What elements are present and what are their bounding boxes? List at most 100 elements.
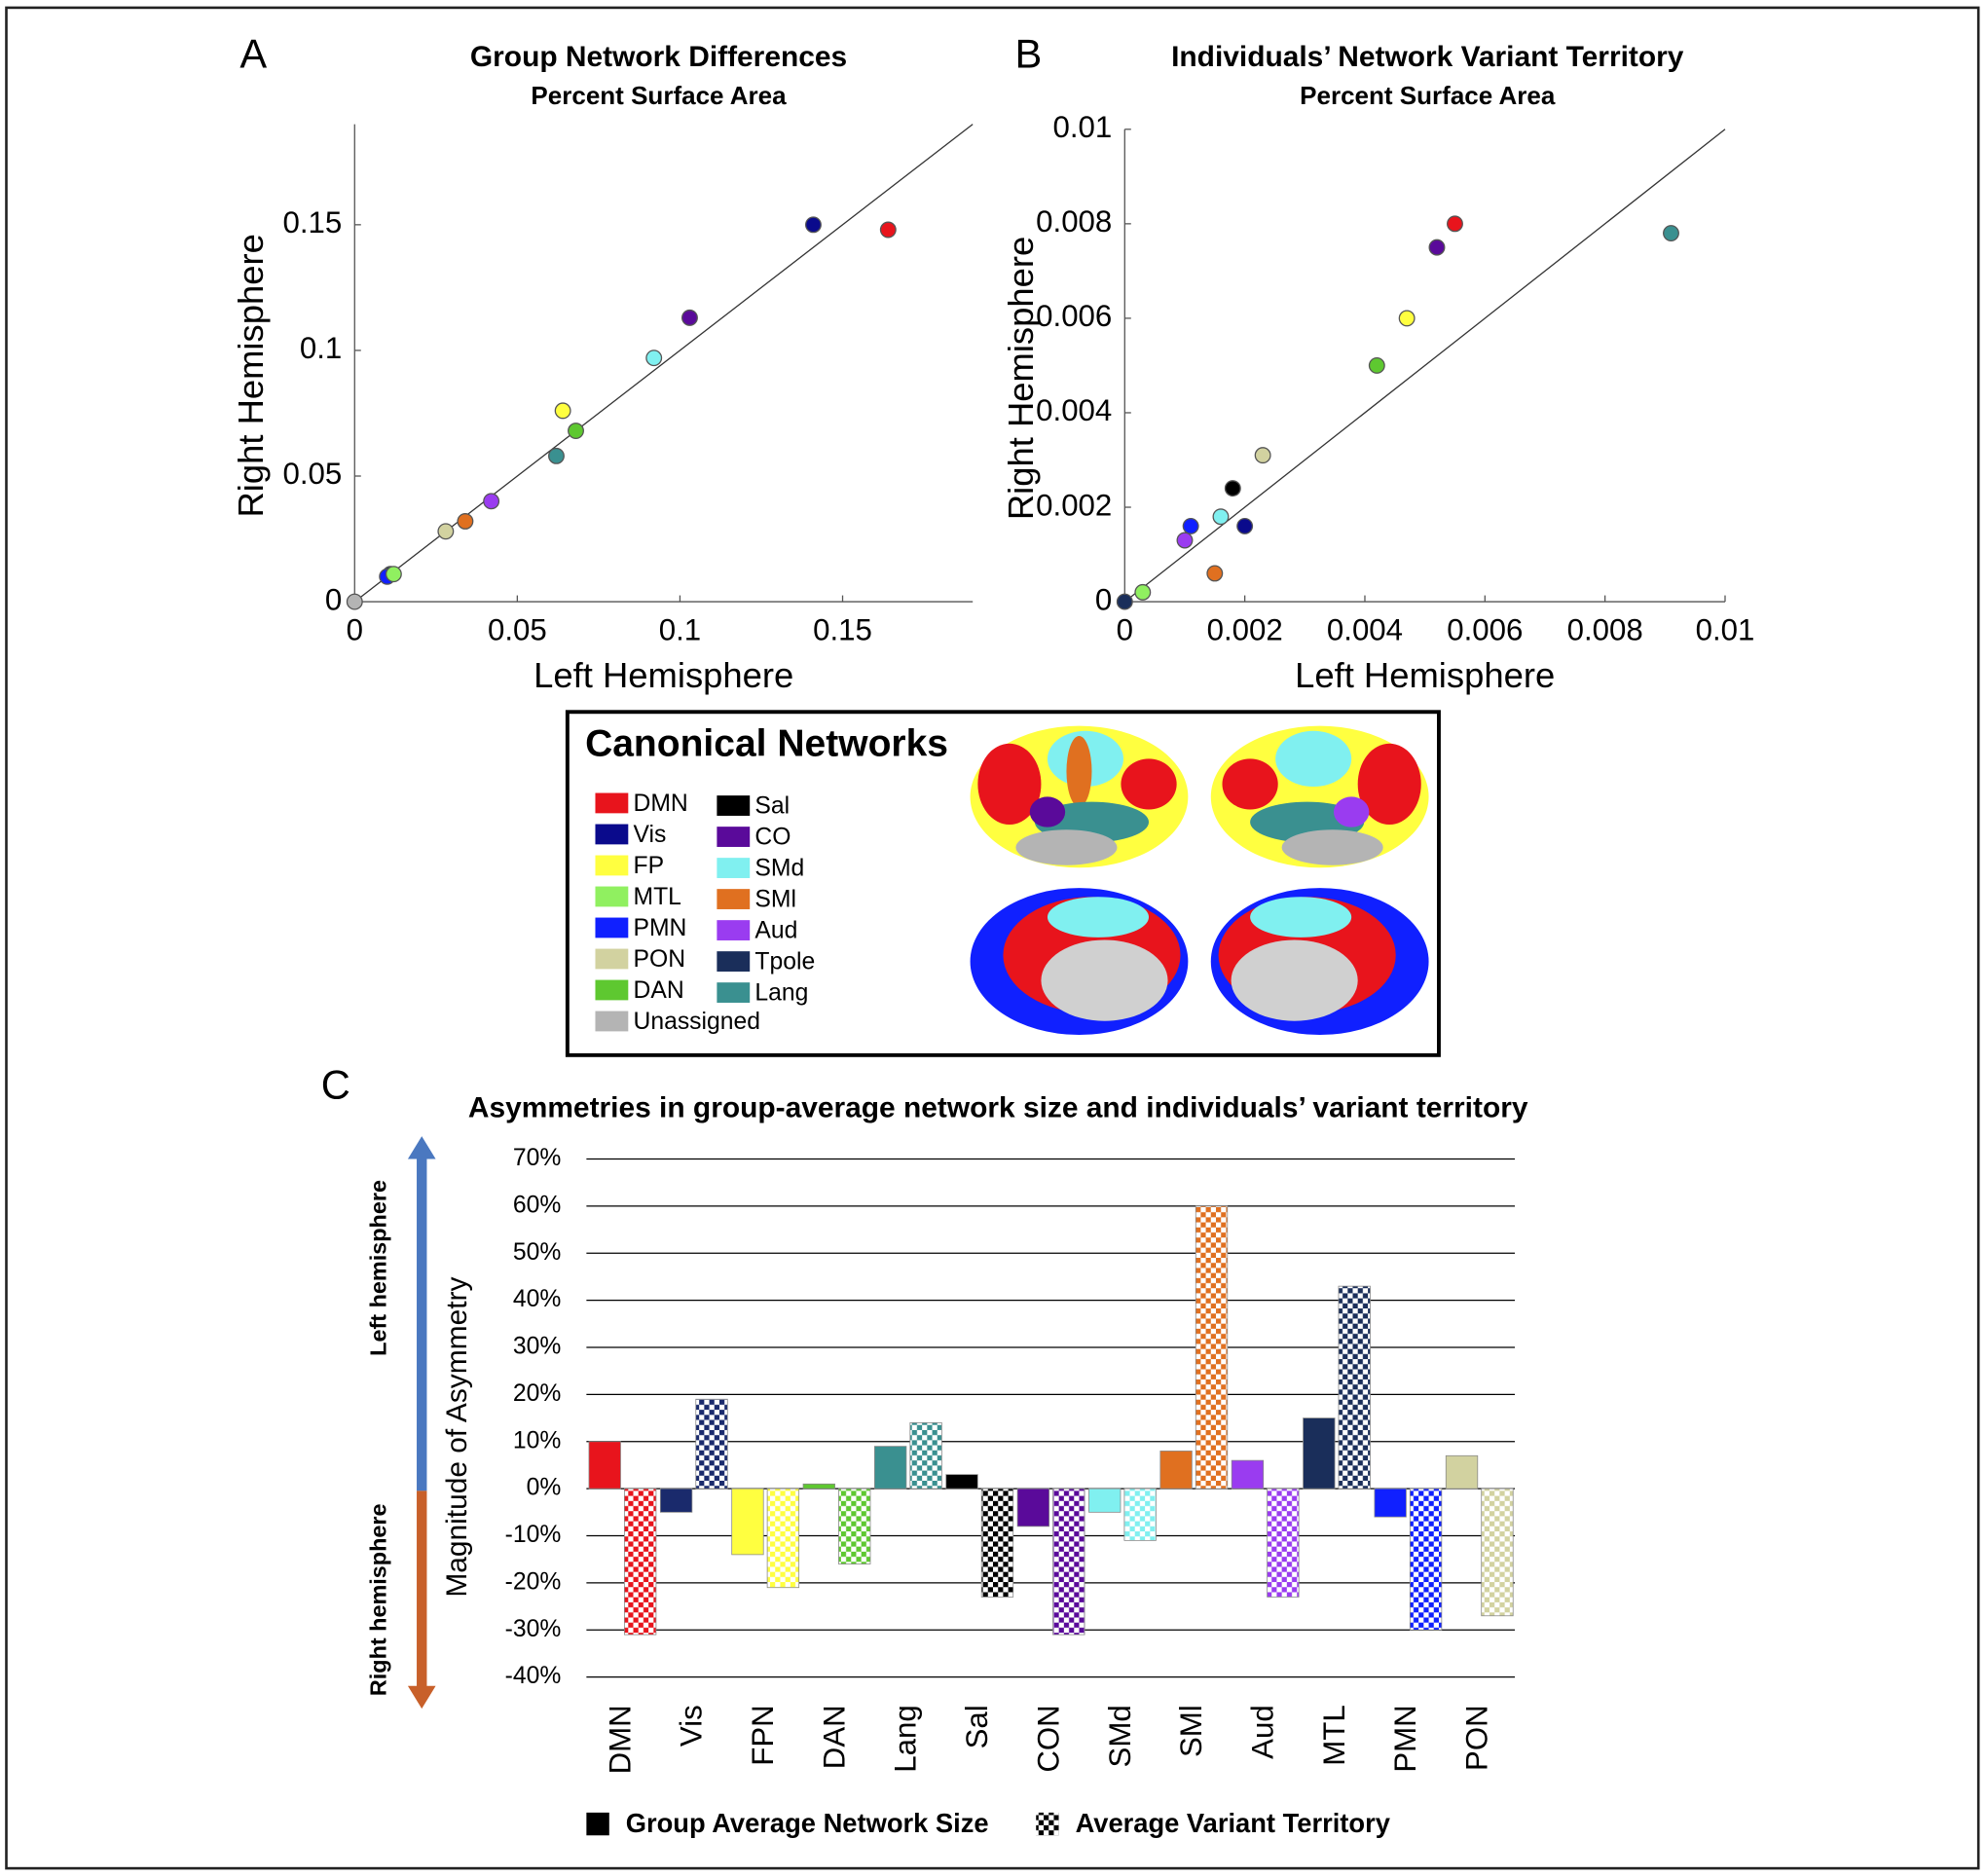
legend-swatch (595, 979, 629, 1001)
direction-label: Left hemisphere (365, 1180, 390, 1356)
legend-label: Sal (754, 792, 790, 819)
chart-title: Individuals’ Network Variant Territory (1171, 41, 1684, 73)
bar (1052, 1488, 1085, 1636)
identity-line (1123, 129, 1726, 603)
legend-swatch (717, 920, 751, 940)
legend-swatch (717, 889, 751, 909)
legend-label: DAN (634, 977, 684, 1004)
bar (766, 1488, 800, 1589)
bar (1195, 1205, 1229, 1490)
point (1428, 239, 1446, 256)
y-tick-label: 0.1 (300, 331, 342, 365)
legend-swatch (1036, 1812, 1059, 1836)
point (1447, 215, 1463, 233)
bar (1374, 1488, 1407, 1518)
y-tick-label: 0 (1095, 582, 1112, 616)
x-tick-label: 0.002 (1207, 613, 1283, 647)
legend-label: SMd (754, 855, 804, 881)
legend-label: DMN (634, 791, 688, 817)
x-tick-label: 0 (347, 613, 363, 647)
legend-label: Average Variant Territory (1076, 1808, 1391, 1838)
brain-images (970, 725, 1429, 1036)
x-tick-label: 0.15 (813, 613, 872, 647)
y-tick-label: -40% (505, 1663, 562, 1689)
y-tick-label: 0.01 (1053, 110, 1113, 144)
y-axis-label: Magnitude of Asymmetry (441, 1277, 473, 1598)
point (548, 447, 565, 464)
legend-label: Unassigned (634, 1009, 760, 1035)
chart-subtitle: Percent Surface Area (531, 81, 787, 110)
y-tick-label: 0.004 (1036, 393, 1112, 427)
y-tick-label: -20% (505, 1568, 562, 1595)
x-tick-label: 0.006 (1447, 613, 1523, 647)
bar (1409, 1488, 1443, 1631)
chart-subtitle: Percent Surface Area (1300, 81, 1556, 110)
bar (980, 1488, 1014, 1598)
y-tick-label: 0 (325, 582, 342, 616)
bar (1231, 1459, 1265, 1490)
legend-swatch (717, 951, 751, 972)
point (483, 493, 500, 510)
legend-label: Aud (754, 917, 797, 943)
point (457, 513, 474, 530)
y-tick-label: -10% (505, 1522, 562, 1548)
x-tick-label: Sal (960, 1705, 994, 1748)
legend-swatch (717, 827, 751, 847)
bar (659, 1488, 693, 1513)
point (645, 349, 663, 367)
point (804, 216, 822, 234)
point (1176, 532, 1194, 549)
legend-label: MTL (634, 884, 681, 910)
y-tick-label: 0.002 (1036, 488, 1112, 522)
bar (1159, 1451, 1193, 1490)
y-tick-label: 0.15 (283, 205, 343, 239)
x-tick-label: PON (1460, 1705, 1494, 1771)
x-tick-label: 0.1 (659, 613, 701, 647)
legend-label: FP (634, 853, 665, 879)
legend-label: Group Average Network Size (626, 1808, 989, 1838)
bar (909, 1422, 942, 1490)
x-tick-label: Aud (1246, 1705, 1280, 1759)
point (346, 593, 363, 610)
legend-label: CO (754, 824, 791, 850)
y-tick-label: 50% (513, 1239, 561, 1266)
point (1206, 565, 1224, 582)
x-tick-label: FPN (746, 1705, 780, 1765)
point (1212, 508, 1230, 526)
point (1116, 593, 1133, 610)
bar (945, 1474, 978, 1490)
legend-label: Vis (634, 822, 667, 848)
panel-label: B (1015, 31, 1043, 77)
x-tick-label: DMN (603, 1705, 637, 1774)
point (1224, 480, 1241, 497)
bar (838, 1488, 871, 1564)
legend-swatch (595, 1011, 629, 1032)
point (1254, 447, 1271, 464)
y-axis-label: Right Hemisphere (231, 234, 271, 517)
point (1663, 225, 1679, 242)
x-tick-label: 0 (1117, 613, 1133, 647)
legend-label: PMN (634, 915, 687, 941)
bar (1123, 1488, 1157, 1541)
bar (588, 1441, 621, 1490)
point (437, 523, 455, 540)
y-axis-label: Right Hemisphere (1001, 237, 1041, 520)
bar (1445, 1454, 1479, 1490)
point (681, 309, 698, 326)
y-tick-label: 0.006 (1036, 299, 1112, 333)
x-tick-label: Lang (889, 1705, 923, 1772)
y-tick-label: 70% (513, 1145, 561, 1171)
legend-label: SMl (754, 886, 796, 912)
x-axis-label: Left Hemisphere (533, 655, 793, 695)
panel-label: C (321, 1062, 350, 1108)
panel-label: A (239, 31, 267, 77)
chart-title: Group Network Differences (470, 41, 847, 73)
legend-swatch (595, 824, 629, 845)
point (1398, 310, 1416, 327)
bar (1267, 1488, 1300, 1598)
point (1182, 517, 1199, 534)
x-tick-label: MTL (1317, 1705, 1351, 1765)
y-tick-label: 40% (513, 1286, 561, 1312)
bar (1481, 1488, 1514, 1617)
point (1236, 517, 1254, 534)
